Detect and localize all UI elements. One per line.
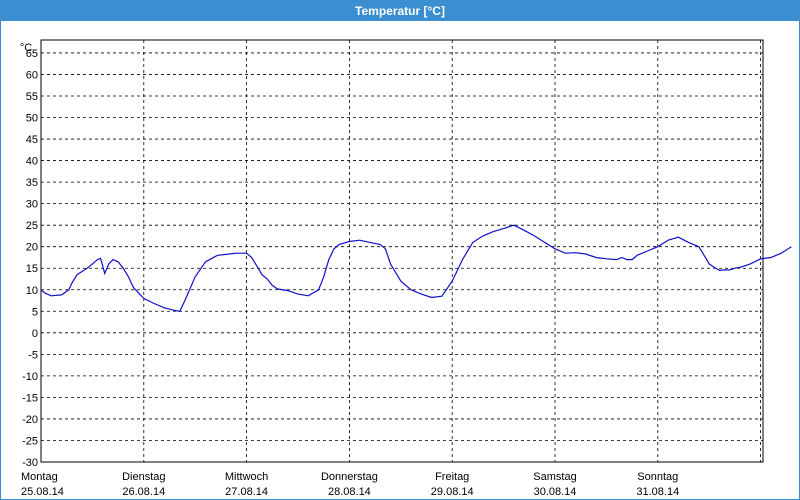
y-tick-label: 55 xyxy=(26,91,38,103)
y-tick-label: 40 xyxy=(26,156,38,168)
series-line-temperature xyxy=(40,224,792,312)
y-tick-label: 25 xyxy=(26,220,38,232)
y-tick-label: 15 xyxy=(26,263,38,275)
x-tick-date: 28.08.14 xyxy=(328,486,371,498)
y-tick-label: 5 xyxy=(32,306,38,318)
x-tick-date: 25.08.14 xyxy=(21,486,64,498)
y-axis-unit: °C xyxy=(20,42,32,54)
x-tick-day: Dienstag xyxy=(122,471,165,483)
x-tick-day: Montag xyxy=(21,471,58,483)
y-tick-label: 65 xyxy=(26,48,38,60)
y-tick-label: 0 xyxy=(32,328,38,340)
y-tick-label: -25 xyxy=(22,435,38,447)
x-tick-day: Sonntag xyxy=(637,471,678,483)
y-tick-label: 35 xyxy=(26,177,38,189)
y-tick-label: -10 xyxy=(22,371,38,383)
y-tick-label: -20 xyxy=(22,414,38,426)
x-tick-day: Samstag xyxy=(533,471,576,483)
x-tick-date: 31.08.14 xyxy=(636,486,679,498)
x-tick-date: 29.08.14 xyxy=(431,486,474,498)
x-tick-date: 30.08.14 xyxy=(534,486,577,498)
plot-area xyxy=(40,39,764,463)
y-tick-label: 20 xyxy=(26,242,38,254)
x-tick-date: 26.08.14 xyxy=(122,486,165,498)
y-tick-label: 45 xyxy=(26,134,38,146)
y-tick-label: -30 xyxy=(22,457,38,469)
x-tick-day: Mittwoch xyxy=(225,471,268,483)
y-tick-label: 60 xyxy=(26,69,38,81)
x-tick-day: Donnerstag xyxy=(321,471,378,483)
chart-title: Temperatur [°C] xyxy=(1,1,799,21)
y-tick-label: -15 xyxy=(22,392,38,404)
y-tick-label: 50 xyxy=(26,113,38,125)
y-tick-label: 10 xyxy=(26,285,38,297)
y-tick-label: 30 xyxy=(26,199,38,211)
x-tick-date: 27.08.14 xyxy=(225,486,268,498)
x-tick-day: Freitag xyxy=(435,471,469,483)
y-tick-label: -5 xyxy=(28,349,38,361)
